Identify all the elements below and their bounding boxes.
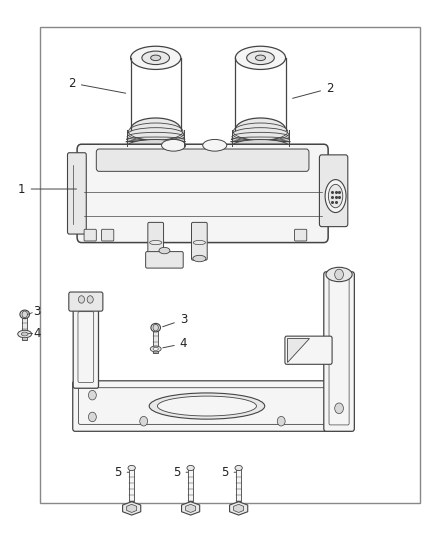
Polygon shape [233,504,244,512]
Ellipse shape [151,324,160,332]
FancyBboxPatch shape [294,229,307,241]
Ellipse shape [159,247,170,254]
Text: 4: 4 [163,337,187,350]
Text: 5: 5 [173,466,188,479]
Circle shape [335,403,343,414]
FancyBboxPatch shape [146,252,183,268]
Ellipse shape [235,46,286,69]
Text: 5: 5 [221,466,236,479]
Text: 1: 1 [18,182,77,196]
FancyBboxPatch shape [319,155,348,227]
Ellipse shape [21,332,28,336]
Ellipse shape [20,310,29,319]
Ellipse shape [325,180,346,213]
FancyBboxPatch shape [285,336,332,365]
FancyBboxPatch shape [191,222,207,260]
Circle shape [153,325,159,331]
Ellipse shape [150,346,161,352]
Ellipse shape [153,348,158,351]
Ellipse shape [142,51,170,64]
Bar [22,314,27,340]
Circle shape [88,390,96,400]
Circle shape [22,311,28,318]
Text: 2: 2 [293,82,333,98]
Ellipse shape [187,465,194,471]
Text: 2: 2 [68,77,126,93]
Circle shape [328,412,336,422]
Ellipse shape [233,123,288,140]
FancyBboxPatch shape [102,229,114,241]
Circle shape [87,296,93,303]
Bar [188,468,193,501]
Circle shape [78,296,85,303]
FancyBboxPatch shape [78,312,94,382]
Ellipse shape [18,330,32,338]
Ellipse shape [326,267,352,281]
Polygon shape [186,504,196,512]
Ellipse shape [235,465,242,471]
Ellipse shape [157,396,257,416]
Ellipse shape [235,118,286,141]
Ellipse shape [255,55,265,61]
Polygon shape [181,502,200,515]
FancyBboxPatch shape [73,307,99,388]
FancyBboxPatch shape [324,272,354,431]
Circle shape [335,269,343,280]
Ellipse shape [128,123,183,140]
Bar [131,58,181,130]
Text: 3: 3 [33,305,41,318]
Text: 5: 5 [114,466,129,479]
Text: 4: 4 [33,327,41,340]
Ellipse shape [232,140,289,153]
FancyBboxPatch shape [69,292,103,311]
FancyBboxPatch shape [148,222,163,260]
Polygon shape [127,504,137,512]
Circle shape [88,412,96,422]
Ellipse shape [151,55,161,61]
FancyBboxPatch shape [329,278,349,425]
Text: 3: 3 [162,313,187,327]
FancyBboxPatch shape [77,144,328,243]
Circle shape [140,416,148,426]
Ellipse shape [127,140,184,153]
Ellipse shape [131,118,181,141]
Polygon shape [230,502,248,515]
Ellipse shape [247,51,274,64]
Bar [129,468,134,501]
Bar [40,27,420,503]
Ellipse shape [328,184,343,208]
Circle shape [277,416,285,426]
FancyBboxPatch shape [78,387,346,424]
Ellipse shape [131,46,181,69]
Polygon shape [287,338,308,362]
Bar [235,58,286,130]
Bar [236,468,241,501]
FancyBboxPatch shape [73,381,352,431]
FancyBboxPatch shape [96,149,309,171]
Circle shape [328,390,336,400]
FancyBboxPatch shape [84,229,96,241]
Ellipse shape [203,140,227,151]
Ellipse shape [149,255,162,262]
Polygon shape [123,502,141,515]
Ellipse shape [162,140,186,151]
Ellipse shape [149,393,265,419]
FancyBboxPatch shape [67,153,86,234]
Ellipse shape [128,465,135,471]
Ellipse shape [193,255,206,262]
Bar [153,328,158,353]
